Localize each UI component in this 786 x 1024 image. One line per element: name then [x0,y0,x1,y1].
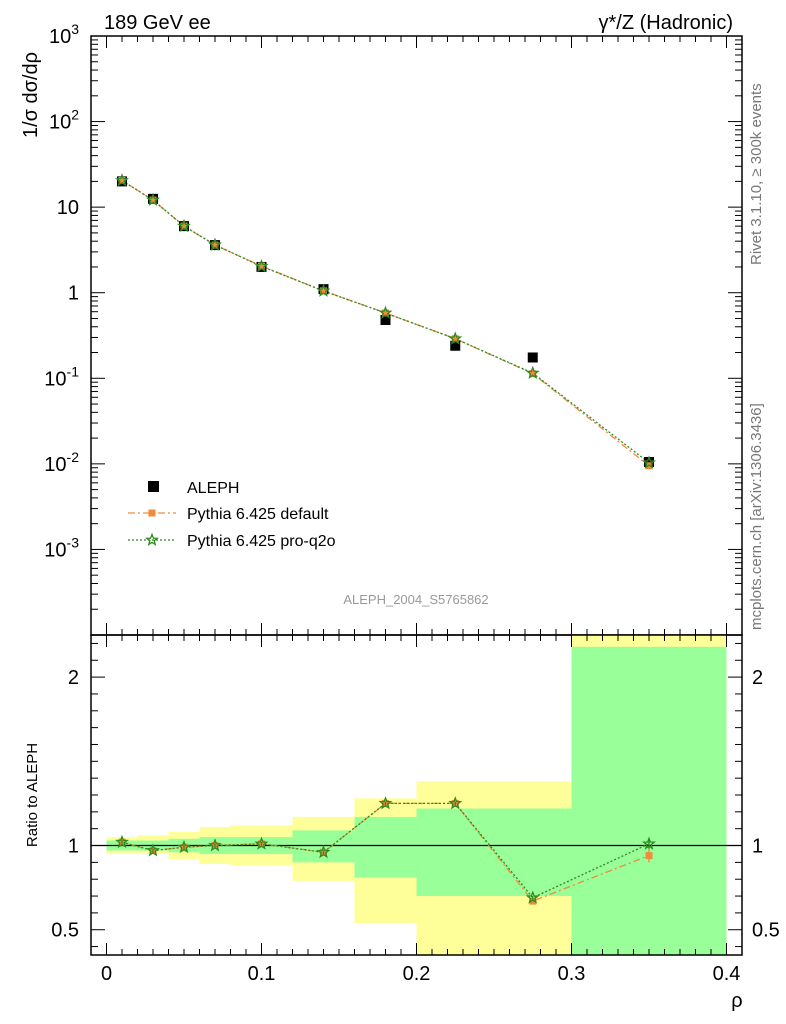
x-tick-label-4: 0.4 [713,963,741,985]
default-point-4 [258,262,265,270]
ratio-proq2o-point-1 [146,843,160,857]
ratio-proq2o-point-4 [254,836,269,850]
legend-marker-aleph [148,481,159,492]
stat-band-8 [571,646,727,955]
default-point-0 [118,176,126,184]
top-ytick-label-1: 102 [49,107,79,134]
proq2o-point-7 [448,331,463,345]
top-ylabel: 1/σ dσ/dρ [20,52,42,138]
x-axis-label: ρ [731,990,742,1012]
stat-band-7 [416,808,572,897]
ratio-ytick-label-left-2: 2 [68,667,79,689]
top-ytick-label-6: 10-3 [44,534,79,561]
proq2o-point-5 [316,283,331,297]
ratio-line-default [121,802,650,902]
ratio-ytick-label-left-0: 0.5 [51,920,79,942]
ratio-proq2o-point-5 [316,844,331,859]
x-tick-label-2: 0.2 [403,963,431,985]
default-point-2 [180,222,188,230]
proq2o-point-4 [254,259,269,273]
ratio-proq2o-point-6 [378,796,393,810]
legend-marker-default [148,509,156,517]
default-point-5 [320,287,327,295]
top-ytick-label-3: 1 [68,283,79,305]
proq2o-point-1 [146,192,160,207]
legend-marker-proq2o [145,532,159,546]
aleph-point-7 [450,340,461,351]
stat-band-6 [354,816,417,878]
aleph-point-6 [380,314,391,325]
ratio-proq2o-point-7 [448,796,463,810]
default-point-6 [382,309,389,317]
watermark: ALEPH_2004_S5765862 [343,592,488,607]
ratio-ytick-label-left-1: 1 [68,836,79,858]
legend-label-0: ALEPH [187,480,239,497]
header-right: γ*/Z (Hadronic) [599,12,733,34]
proq2o-point-3 [208,237,222,251]
ratio-ylabel: Ratio to ALEPH [24,743,41,847]
x-tick-label-0: 0 [101,963,112,985]
aleph-point-9 [644,457,654,468]
x-tick-label-1: 0.1 [248,963,276,985]
legend-label-1: Pythia 6.425 default [187,506,329,523]
default-point-1 [149,196,157,204]
top-ytick-label-2: 10 [57,197,79,219]
header-left: 189 GeV ee [104,12,211,34]
side-text-top: Rivet 3.1.10, ≥ 300k events [748,83,765,265]
ratio-default-point-8 [529,897,537,905]
proq2o-point-0 [115,173,129,187]
proq2o-point-9 [642,455,656,469]
aleph-point-8 [527,352,538,363]
default-point-7 [451,335,459,343]
proq2o-point-8 [525,365,540,380]
ratio-ytick-label-right-0: 0.5 [752,920,780,942]
top-ytick-label-0: 103 [49,21,79,48]
proq2o-point-6 [378,305,393,319]
ratio-ytick-label-right-1: 1 [752,836,763,858]
top-ytick-label-4: 10-1 [44,363,79,390]
default-point-8 [529,370,537,378]
side-text-bottom: mcplots.cern.ch [arXiv:1306.3436] [748,403,765,630]
ratio-proq2o-point-2 [177,839,191,854]
ratio-proq2o-point-0 [115,834,129,849]
ratio-proq2o-point-8 [525,890,540,904]
top-line-proq2o [121,179,650,464]
ratio-default-point-9 [645,852,653,860]
ratio-proq2o-point-9 [642,836,656,850]
default-point-3 [211,241,219,249]
ratio-ytick-label-right-2: 2 [752,667,763,689]
legend-label-2: Pythia 6.425 pro-q2o [187,533,336,550]
ratio-line-proq2o [121,802,650,899]
bottom-panel: 0 0.1 0.2 0.3 0.4 0.5 0.5 1 1 2 2 [51,634,780,985]
top-ytick-label-5: 10-2 [44,449,79,476]
x-tick-label-3: 0.3 [558,963,586,985]
proq2o-point-2 [177,218,191,233]
ratio-proq2o-point-3 [208,838,222,852]
legend: ALEPH Pythia 6.425 default Pythia 6.425 pr… [128,480,336,550]
